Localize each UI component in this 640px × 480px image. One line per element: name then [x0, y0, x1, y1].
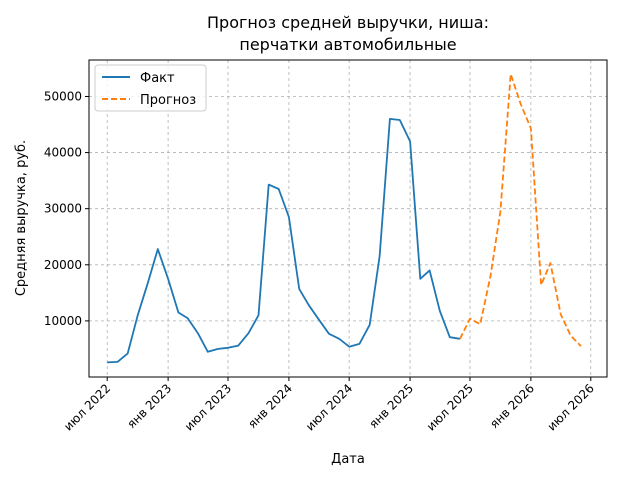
y-tick-label: 20000 [44, 258, 82, 272]
y-tick-label: 10000 [44, 314, 82, 328]
series-line-forecast [459, 73, 582, 347]
chart-title-line1: Прогноз средней выручки, ниша: [207, 13, 489, 32]
series-line-fact [107, 118, 461, 364]
y-tick-label: 50000 [44, 89, 82, 103]
y-tick-label: 30000 [44, 202, 82, 216]
y-tick-label: 40000 [44, 146, 82, 160]
legend: Факт Прогноз [94, 64, 207, 112]
series-lines [107, 73, 582, 364]
y-axis-label: Средняя выручка, руб. [14, 140, 29, 296]
chart-title-line2: перчатки автомобильные [239, 35, 456, 54]
legend-label-forecast: Прогноз [140, 93, 196, 108]
plot-frame [88, 59, 608, 378]
legend-label-fact: Факт [140, 71, 175, 86]
x-axis-label: Дата [331, 452, 365, 467]
